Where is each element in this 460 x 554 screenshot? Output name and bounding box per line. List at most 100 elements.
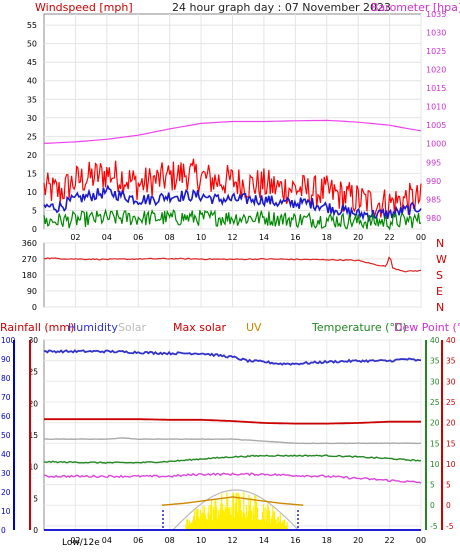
rainfall-tick-label: 20 — [28, 399, 38, 408]
windspeed-tick-label: 45 — [27, 58, 37, 67]
solar-bar — [196, 508, 198, 530]
solar-bar — [256, 501, 258, 530]
dewpoint-tick-label: 10 — [446, 460, 456, 469]
wind-x-tick-label: 02 — [70, 233, 80, 242]
windspeed-ticks: 0 5 10 15 20 25 30 35 40 45 50 55 — [27, 21, 37, 234]
solar-bar — [280, 523, 282, 530]
temperature-x-tick-label: 12 — [227, 536, 237, 545]
solar-bar — [226, 492, 228, 530]
solar-bar — [278, 516, 280, 530]
line-humidity — [43, 349, 422, 366]
solar-bar — [252, 506, 254, 530]
wind-x-tick-label: 22 — [384, 233, 394, 242]
humidity-tick-label: 100 — [1, 336, 16, 345]
wind-x-tick-label: 06 — [133, 233, 143, 242]
wind-x-tick-label: 16 — [290, 233, 300, 242]
windspeed-tick-label: 5 — [32, 206, 37, 215]
line-temperature — [43, 454, 422, 464]
solar-bar — [208, 505, 210, 530]
solar-bar — [200, 515, 202, 530]
temperature-x-tick-label: 18 — [322, 536, 332, 545]
barometer-tick-label: 1035 — [426, 10, 446, 19]
solar-bar — [268, 510, 270, 530]
wind-series — [43, 119, 422, 231]
rainfall-ticks: 0 5 10 15 20 25 30 — [28, 336, 38, 535]
solar-bar — [234, 503, 236, 530]
compass-label: N — [436, 237, 444, 250]
solar-bar — [198, 516, 200, 530]
windspeed-tick-label: 15 — [27, 169, 37, 178]
windspeed-tick-label: 50 — [27, 40, 37, 49]
windspeed-tick-label: 10 — [27, 188, 37, 197]
solar-bar — [243, 491, 245, 530]
direction-tick-label: 0 — [32, 303, 37, 312]
line-dew-point — [43, 472, 422, 484]
solar-bar — [216, 518, 219, 530]
solar-bar — [244, 513, 246, 530]
solar-bar — [223, 511, 225, 530]
windspeed-tick-label: 55 — [27, 21, 37, 30]
rainfall-tick-label: 10 — [28, 463, 38, 472]
dewpoint-tick-label: 35 — [446, 357, 456, 366]
solar-bar — [249, 505, 251, 530]
barometer-tick-label: 1030 — [426, 29, 446, 38]
solar-bar — [260, 519, 262, 530]
legend-dew-point: Dew Point (°C) — [394, 321, 460, 334]
solar-bar — [190, 522, 192, 530]
temperature-grid — [44, 339, 422, 530]
barometer-tick-label: 1000 — [426, 140, 446, 149]
solar-bar — [236, 492, 238, 530]
solar-bar — [195, 508, 197, 530]
temperature-tick-label: 35 — [430, 357, 440, 366]
solar-bar — [267, 506, 270, 530]
wind-x-ticks: 02 04 06 08 10 12 14 16 18 20 22 00 — [70, 233, 426, 242]
line-solar — [43, 437, 422, 445]
solar-bar — [253, 514, 255, 530]
solar-bar — [270, 518, 272, 530]
solar-bar — [188, 520, 190, 530]
temperature-x-tick-label: 14 — [259, 536, 269, 545]
line-max-solar — [44, 418, 421, 425]
wind-x-tick-label: 12 — [227, 233, 237, 242]
temperature-ticks: -5 -5 0 0 5 5 10 10 15 15 20 20 25 25 30 30 35 35 40 40 — [430, 336, 456, 531]
solar-bar — [250, 497, 252, 530]
solar-bar — [221, 493, 223, 530]
wind-x-tick-label: 04 — [102, 233, 112, 242]
solar-bar — [283, 521, 285, 530]
solar-bar — [262, 512, 264, 530]
temperature-tick-label: -5 — [430, 522, 438, 531]
temperature-tick-label: 30 — [430, 377, 440, 386]
windspeed-tick-label: 20 — [27, 151, 37, 160]
temperature-tick-label: 15 — [430, 439, 440, 448]
humidity-tick-label: 40 — [1, 450, 11, 459]
solar-bar — [199, 509, 201, 530]
solar-bar — [239, 495, 241, 530]
solar-bar — [203, 512, 205, 530]
temperature-x-tick-label: 02 — [70, 536, 80, 545]
direction-tick-label: 270 — [22, 255, 37, 264]
solar-bar — [265, 522, 267, 530]
humidity-tick-label: 90 — [1, 355, 11, 364]
rainfall-tick-label: 5 — [33, 494, 38, 503]
solar-bar — [250, 510, 253, 530]
solar-bar — [213, 509, 215, 530]
dewpoint-tick-label: 20 — [446, 419, 456, 428]
solar-bar — [267, 503, 269, 530]
solar-bar — [191, 522, 193, 530]
solar-bar — [237, 511, 239, 530]
humidity-ticks: 0 10 20 30 40 50 60 70 80 90 100 — [1, 336, 16, 535]
solar-bar — [248, 494, 250, 530]
temperature-x-tick-label: 16 — [290, 536, 300, 545]
legend-max-solar: Max solar — [173, 321, 226, 334]
legend-temperature: Temperature (°C) — [311, 321, 407, 334]
footer-label: Low/12e — [62, 538, 100, 548]
humidity-tick-label: 50 — [1, 431, 11, 440]
windspeed-tick-label: 0 — [32, 225, 37, 234]
rainfall-tick-label: 0 — [33, 526, 38, 535]
wind-x-tick-label: 18 — [322, 233, 332, 242]
temperature-tick-label: 10 — [430, 460, 440, 469]
temperature-tick-label: 25 — [430, 398, 440, 407]
solar-bar — [266, 509, 268, 530]
